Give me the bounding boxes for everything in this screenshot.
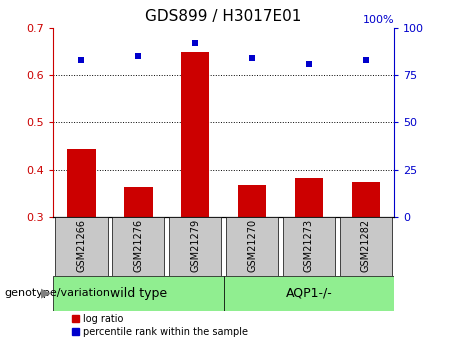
Bar	[181, 52, 209, 217]
Text: genotype/variation: genotype/variation	[5, 288, 111, 298]
Point	[305, 61, 313, 66]
FancyBboxPatch shape	[169, 217, 221, 276]
Point	[362, 57, 369, 62]
Text: AQP1-/-: AQP1-/-	[285, 287, 332, 300]
FancyBboxPatch shape	[53, 276, 224, 310]
Text: GSM21266: GSM21266	[77, 219, 87, 272]
FancyBboxPatch shape	[112, 217, 165, 276]
Point	[191, 40, 199, 46]
Bar	[124, 187, 153, 217]
Text: GSM21279: GSM21279	[190, 219, 200, 272]
Text: GSM21273: GSM21273	[304, 219, 314, 272]
Text: 100%: 100%	[362, 15, 394, 25]
Point	[248, 55, 256, 61]
Legend: log ratio, percentile rank within the sample: log ratio, percentile rank within the sa…	[72, 314, 248, 337]
Point	[135, 53, 142, 59]
Text: wild type: wild type	[110, 287, 167, 300]
Title: GDS899 / H3017E01: GDS899 / H3017E01	[145, 9, 302, 24]
FancyBboxPatch shape	[55, 217, 107, 276]
Bar	[351, 182, 380, 217]
Text: ▶: ▶	[41, 287, 51, 300]
Text: GSM21276: GSM21276	[133, 219, 143, 272]
FancyBboxPatch shape	[224, 276, 394, 310]
Bar	[238, 185, 266, 217]
FancyBboxPatch shape	[283, 217, 335, 276]
Text: GSM21270: GSM21270	[247, 219, 257, 272]
FancyBboxPatch shape	[340, 217, 392, 276]
Bar	[295, 178, 323, 217]
Text: GSM21282: GSM21282	[361, 219, 371, 272]
Point	[78, 57, 85, 62]
FancyBboxPatch shape	[226, 217, 278, 276]
Bar	[67, 149, 95, 217]
